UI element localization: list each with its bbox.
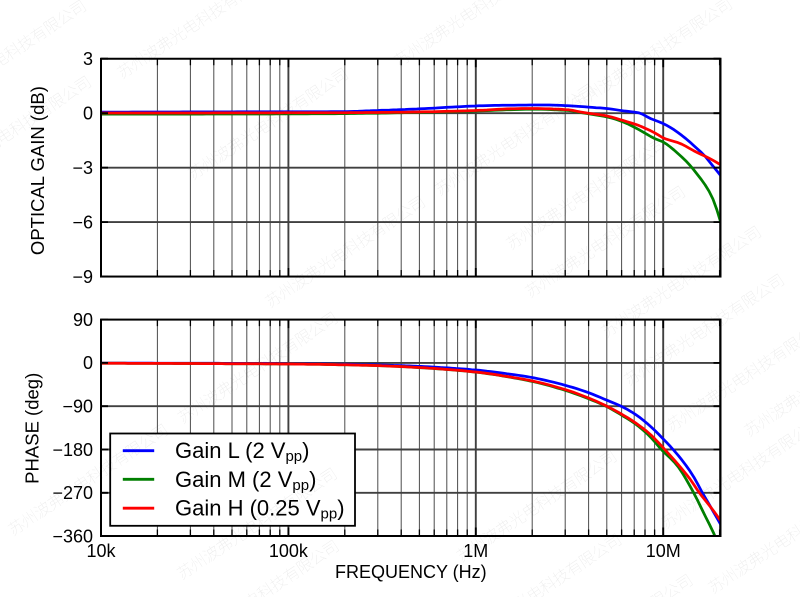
svg-text:10M: 10M [646, 541, 681, 561]
svg-text:10k: 10k [86, 541, 116, 561]
svg-text:−6: −6 [72, 212, 93, 232]
svg-text:0: 0 [83, 104, 93, 124]
svg-text:−360: −360 [52, 526, 93, 546]
svg-text:100k: 100k [269, 541, 309, 561]
svg-text:−90: −90 [62, 397, 93, 417]
svg-text:1M: 1M [463, 541, 488, 561]
svg-text:−270: −270 [52, 483, 93, 503]
svg-text:−9: −9 [72, 267, 93, 287]
svg-text:−3: −3 [72, 158, 93, 178]
svg-text:3: 3 [83, 49, 93, 69]
svg-text:PHASE (deg): PHASE (deg) [22, 373, 43, 484]
svg-text:90: 90 [73, 310, 93, 330]
svg-text:OPTICAL GAIN (dB): OPTICAL GAIN (dB) [27, 86, 48, 255]
svg-text:FREQUENCY (Hz): FREQUENCY (Hz) [335, 562, 487, 582]
svg-text:0: 0 [83, 353, 93, 373]
svg-text:−180: −180 [52, 440, 93, 460]
svg-text:Gain H (0.25 Vpp): Gain H (0.25 Vpp) [175, 496, 345, 523]
